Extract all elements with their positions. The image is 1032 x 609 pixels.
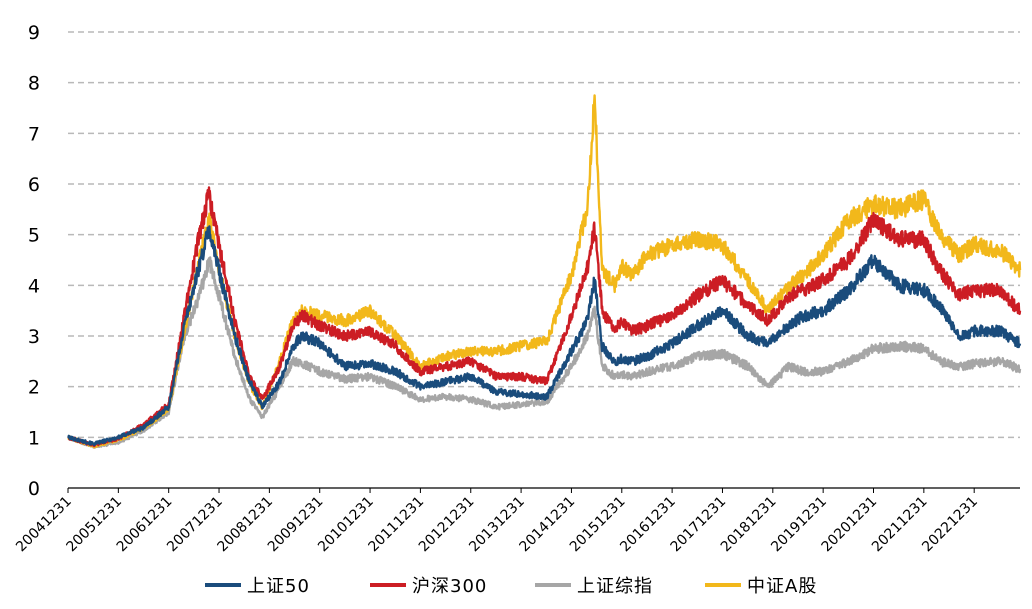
y-tick-label: 7 (28, 123, 40, 145)
legend-item-zzag: 中证A股 (705, 569, 817, 601)
y-tick-label: 8 (28, 73, 40, 95)
legend-label-sz50: 上证50 (247, 576, 310, 597)
legend-label-szzz: 上证综指 (577, 576, 653, 597)
y-tick-label: 6 (28, 174, 40, 196)
series-line-2 (67, 256, 1022, 449)
legend-label-zzag: 中证A股 (747, 576, 818, 597)
y-tick-label: 0 (28, 478, 40, 500)
line-chart: 0 1 2 3 4 5 6 7 8 9 20041231200512312006123120071… (13, 22, 1022, 555)
x-axis-ticks: 2004123120051231200612312007123120081231… (13, 488, 981, 555)
legend: 上证50 沪深300 上证综指 中证A股 (0, 569, 1032, 601)
series-lines (67, 94, 1022, 449)
series-line-0 (67, 225, 1022, 447)
legend-swatch-hs300 (370, 583, 406, 587)
legend-label-hs300: 沪深300 (412, 576, 488, 597)
y-axis-ticks: 0 1 2 3 4 5 6 7 8 9 (28, 22, 40, 500)
legend-swatch-sz50 (205, 583, 241, 587)
legend-item-sz50: 上证50 (205, 569, 310, 601)
y-tick-label: 2 (28, 377, 40, 399)
legend-item-hs300: 沪深300 (370, 569, 487, 601)
y-tick-label: 9 (28, 22, 40, 44)
y-tick-label: 3 (28, 326, 40, 348)
y-tick-label: 4 (28, 275, 40, 297)
series-line-1 (67, 186, 1022, 448)
legend-item-szzz: 上证综指 (535, 569, 653, 601)
legend-swatch-szzz (535, 583, 571, 587)
legend-swatch-zzag (705, 583, 741, 587)
y-tick-label: 1 (28, 427, 40, 449)
y-tick-label: 5 (28, 225, 40, 247)
